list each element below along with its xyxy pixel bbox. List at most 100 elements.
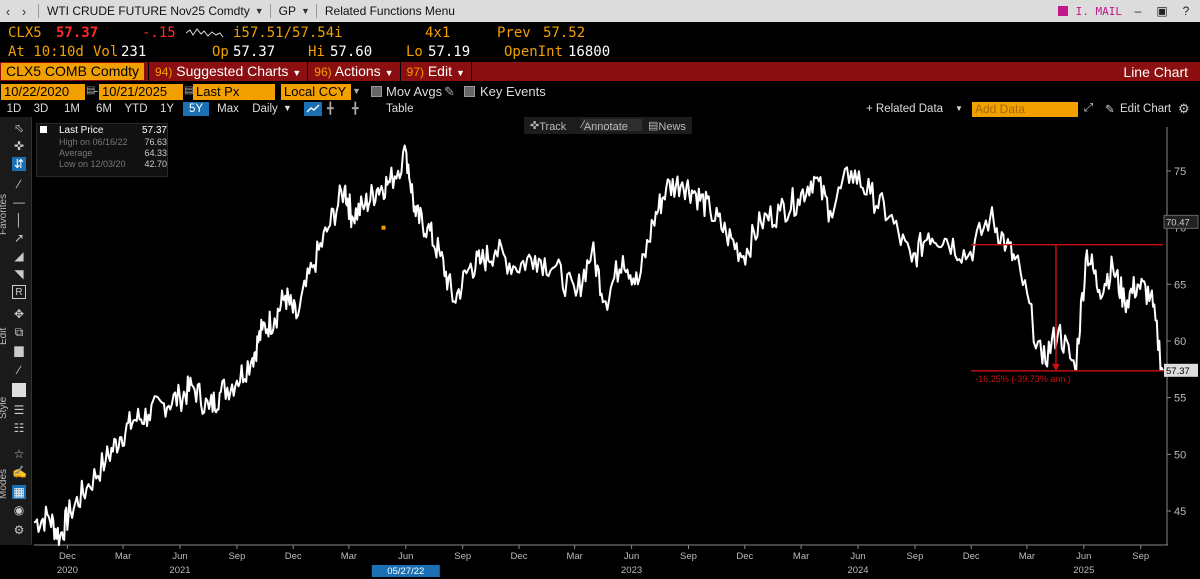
price-chart[interactable]: 45505560657075DecMarJunSepDecMarJunSepDe… <box>0 117 1200 579</box>
candle-chart-icon[interactable]: ╋ <box>352 103 359 115</box>
line-width-icon[interactable]: ☰ <box>13 403 25 417</box>
chevron-down-icon[interactable]: ▼ <box>300 6 310 16</box>
x-tick-label: Dec <box>736 551 753 562</box>
range-1y[interactable]: 1Y <box>159 103 175 115</box>
legend-low-value: 42.70 <box>144 159 167 169</box>
calendar-icon[interactable]: ▤ <box>86 85 96 96</box>
range-3d[interactable]: 3D <box>33 103 49 115</box>
legend-high-label: High on 06/16/22 <box>59 137 128 147</box>
line-tool-icon[interactable]: ∕ <box>17 177 20 191</box>
mail-icon[interactable] <box>1057 6 1068 16</box>
text-style-icon[interactable]: ☷ <box>13 421 25 435</box>
x-tick-label: Sep <box>906 551 923 562</box>
back-arrow-icon[interactable]: ‹ <box>5 3 11 19</box>
clear-icon[interactable]: ▆ <box>14 343 24 357</box>
pin-icon[interactable]: ☆ <box>13 447 25 461</box>
settings-icon[interactable]: ⚙ <box>13 523 25 537</box>
quote-line-1: CLX5 57.37 -.15 i57.51/57.54i 4x1 Prev 5… <box>0 25 1200 43</box>
x-tick-label: Jun <box>172 551 187 562</box>
event-marker <box>381 225 386 230</box>
mov-avgs-label: Mov Avgs <box>386 84 443 99</box>
chevron-down-icon[interactable]: ▼ <box>283 103 292 113</box>
color-mode-icon[interactable]: ◉ <box>13 503 25 517</box>
forward-arrow-icon[interactable]: › <box>21 3 27 19</box>
parallel-icon[interactable]: ◥ <box>14 267 24 281</box>
table-button[interactable]: Table <box>386 103 414 115</box>
field-select[interactable]: Last Px <box>193 84 275 100</box>
value-label-high: 70.47 <box>1166 217 1190 228</box>
minimize-icon[interactable]: – <box>1134 4 1142 18</box>
crosshair-icon[interactable]: ✜ <box>13 139 25 153</box>
chevron-down-icon[interactable]: ▼ <box>352 86 361 96</box>
pencil-icon[interactable]: ✎ <box>1105 104 1115 116</box>
channel-icon[interactable]: ◢ <box>14 249 24 263</box>
chevron-down-icon[interactable]: ▼ <box>955 104 963 113</box>
legend-high-value: 76.63 <box>144 137 167 147</box>
mail-link[interactable]: I. MAIL <box>1075 4 1122 18</box>
add-data-input[interactable]: Add Data <box>972 102 1078 117</box>
gear-icon[interactable]: ⚙ <box>1178 101 1190 116</box>
ruler-icon[interactable]: ✍ <box>12 465 27 479</box>
bar-chart-icon[interactable]: ╋ <box>327 103 334 115</box>
actions-menu[interactable]: 96) Actions ▼ <box>307 62 399 81</box>
menu-label: Actions <box>334 63 381 79</box>
key-events-checkbox[interactable] <box>464 86 475 97</box>
edit-chart-button[interactable]: Edit Chart <box>1120 103 1172 115</box>
y-tick-label: 45 <box>1174 506 1186 518</box>
mov-avgs-checkbox[interactable] <box>371 86 382 97</box>
grid-mode-icon[interactable]: ▦ <box>12 485 26 499</box>
function-name[interactable]: GP <box>278 4 296 18</box>
calendar-icon[interactable]: ▤ <box>184 85 194 96</box>
vertical-line-icon[interactable]: │ <box>15 213 23 227</box>
retracement-icon[interactable]: R <box>12 285 26 299</box>
copy-icon[interactable]: ⧉ <box>14 325 24 339</box>
chart-tabs: ✜ Track ∕ Annotate ▤ News <box>524 117 692 134</box>
pencil-icon[interactable]: ✎ <box>444 84 455 99</box>
tab-news[interactable]: ▤ News <box>648 120 686 133</box>
currency-select[interactable]: Local CCY <box>281 84 351 100</box>
title-right: I. MAIL – ▣ ? <box>1057 4 1200 18</box>
y-tick-label: 60 <box>1174 336 1186 348</box>
range-6m[interactable]: 6M <box>96 103 112 115</box>
line-chart-icon[interactable] <box>304 102 322 116</box>
resize-icon[interactable]: ⤢ <box>1084 102 1094 114</box>
range-max[interactable]: Max <box>217 103 239 115</box>
chevron-down-icon[interactable]: ▼ <box>254 6 264 16</box>
title-bar: ‹ › WTI CRUDE FUTURE Nov25 Comdty ▼ GP ▼… <box>0 0 1200 22</box>
range-1d[interactable]: 1D <box>6 103 22 115</box>
start-date-input[interactable]: 10/22/2020 <box>1 84 85 100</box>
suggested-charts-menu[interactable]: 94) Suggested Charts ▼ <box>148 62 307 81</box>
legend-series-name: Last Price <box>59 125 104 136</box>
annotation-arrow <box>1051 363 1060 371</box>
tab-track[interactable]: ✜ Track <box>530 120 567 133</box>
line-style-icon[interactable]: ∕ <box>17 363 20 377</box>
value-label-last-box <box>1164 363 1198 377</box>
move-icon[interactable]: ✥ <box>13 307 25 321</box>
open: 57.37 <box>233 44 276 60</box>
x-tick-label: Sep <box>680 551 697 562</box>
divider <box>470 62 484 81</box>
related-data-button[interactable]: + Related Data <box>866 103 944 115</box>
help-icon[interactable]: ? <box>1182 4 1190 18</box>
range-1m[interactable]: 1M <box>64 103 80 115</box>
volume: 231 <box>121 44 147 60</box>
low-label: Lo <box>406 44 423 60</box>
edit-menu[interactable]: 97) Edit ▼ <box>399 62 471 81</box>
menu-number: 97) <box>406 65 424 79</box>
security-title[interactable]: WTI CRUDE FUTURE Nov25 Comdty <box>47 4 250 18</box>
range-ytd[interactable]: YTD <box>124 103 148 115</box>
arrow-tool-icon[interactable]: ↗ <box>13 231 25 245</box>
tab-annotate[interactable]: ∕ Annotate <box>582 119 642 133</box>
zoom-icon[interactable]: ⇵ <box>12 157 26 171</box>
frequency-select[interactable]: Daily <box>252 103 278 115</box>
x-tick-label: Dec <box>285 551 302 562</box>
maximize-icon[interactable]: ▣ <box>1156 4 1168 18</box>
horizontal-line-icon[interactable]: — <box>13 195 25 209</box>
related-functions-menu[interactable]: Related Functions Menu <box>324 4 455 18</box>
cursor-icon[interactable]: ⬁ <box>13 121 25 135</box>
range-5y[interactable]: 5Y <box>183 102 209 116</box>
price-line <box>33 144 1164 547</box>
security-field[interactable]: CLX5 COMB Comdty <box>1 63 145 80</box>
fill-color-icon[interactable] <box>12 383 26 397</box>
end-date-input[interactable]: 10/21/2025 <box>99 84 183 100</box>
